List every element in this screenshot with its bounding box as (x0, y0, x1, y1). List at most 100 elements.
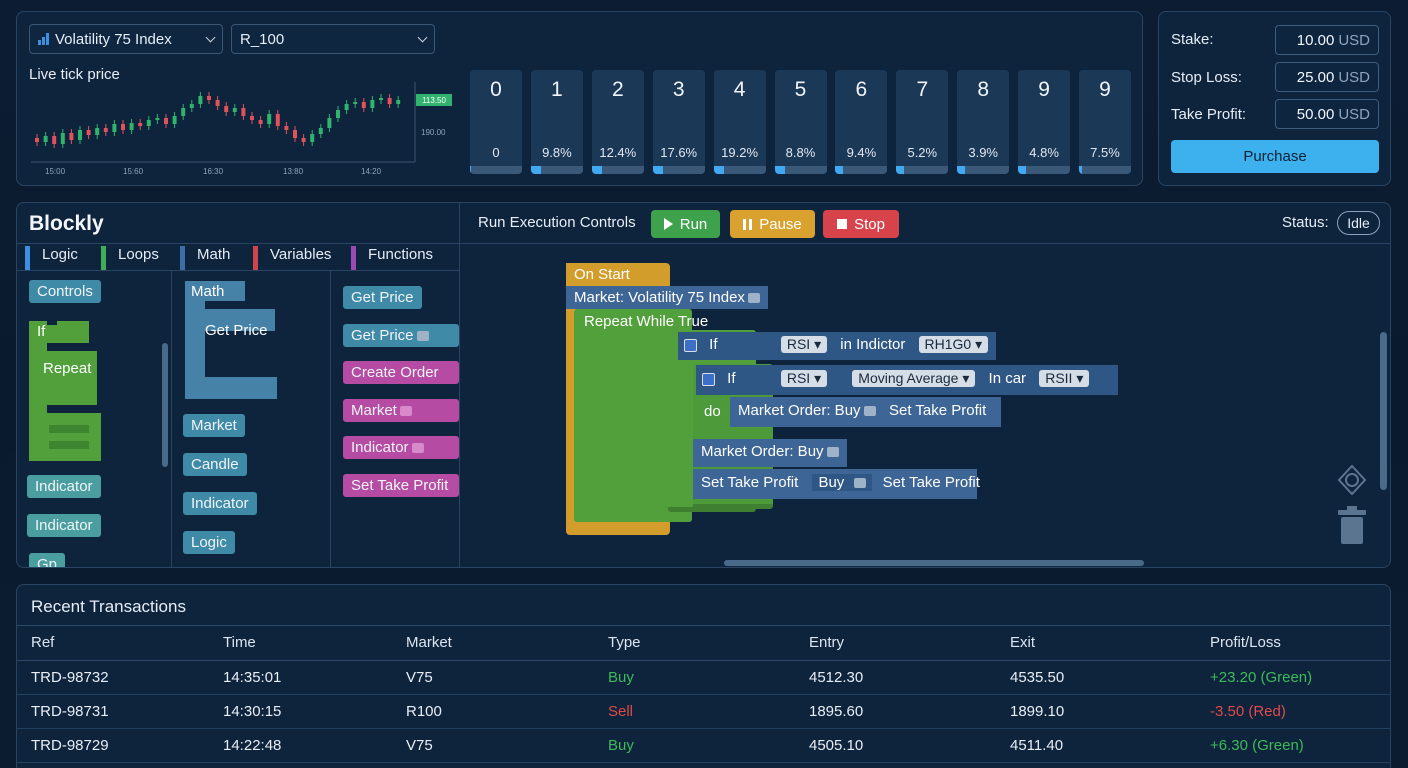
if-condition-row[interactable]: If RSI ▾ in Indictor RH1G0 ▾ (678, 332, 996, 360)
get-price-block[interactable]: Get Price (343, 324, 459, 347)
candle (198, 96, 203, 104)
candle (318, 128, 323, 134)
play-icon (663, 218, 673, 230)
category-logic[interactable]: Logic (25, 246, 78, 270)
col-entry[interactable]: Entry (795, 626, 996, 661)
candle (69, 133, 74, 140)
gp-block[interactable]: Gp (29, 553, 66, 567)
code-selector-value: R_100 (240, 30, 285, 48)
digit-card[interactable]: 9 7.5% (1079, 70, 1131, 174)
cell-ref: TRD-98729 (17, 728, 209, 763)
category-math[interactable]: Math (180, 246, 230, 270)
table-row[interactable]: TRD-98729 14:22:48 V75 Buy 4505.10 4511.… (17, 728, 1390, 763)
digit-bar (530, 166, 583, 174)
take-profit-input[interactable]: 50.00 USD (1275, 99, 1379, 129)
table-row[interactable]: TRD-98732 14:35:01 V75 Buy 4512.30 4535.… (17, 660, 1390, 695)
digit-card[interactable]: 8 3.9% (957, 70, 1010, 174)
digit-bar (1018, 166, 1071, 174)
symbol-selector[interactable]: Volatility 75 Index (29, 24, 223, 54)
stake-input[interactable]: 10.00 USD (1275, 25, 1379, 55)
controls-block[interactable]: Controls (29, 280, 101, 303)
digit-card[interactable]: 5 8.8% (774, 70, 827, 174)
run-button[interactable]: Run (651, 210, 720, 238)
digit-card[interactable]: 3 17.6% (652, 70, 705, 174)
digit-card[interactable]: 1 9.8% (530, 70, 583, 174)
moving-average-dropdown[interactable]: Moving Average ▾ (852, 370, 976, 387)
shield-icon[interactable] (1336, 464, 1368, 496)
col-profit-loss[interactable]: Profit/Loss (1196, 626, 1390, 661)
digit-bar (470, 166, 522, 174)
candle (361, 102, 366, 108)
digit-bar (835, 166, 888, 174)
if-condition-row-2[interactable]: If RSI ▾ Moving Average ▾ In car RSII ▾ (696, 365, 1118, 395)
candle-block[interactable]: Candle (183, 453, 247, 476)
col-time[interactable]: Time (209, 626, 392, 661)
col-type[interactable]: Type (594, 626, 795, 661)
workspace-h-scrollbar[interactable] (724, 560, 1144, 566)
math-block[interactable] (183, 279, 283, 401)
cell-exit: 4511.40 (996, 728, 1196, 763)
buy-field[interactable]: Buy (812, 474, 873, 491)
get-price-block[interactable]: Get Price (343, 286, 422, 309)
table-row[interactable]: TRD-98731 14:30:15 R100 Sell 1895.60 189… (17, 694, 1390, 729)
rh-dropdown[interactable]: RH1G0 ▾ (918, 336, 989, 353)
candle (146, 120, 151, 126)
indicator-block[interactable]: Indicator (183, 492, 257, 515)
indicator-block[interactable]: Indicator (27, 475, 101, 498)
digit-bar (652, 166, 705, 174)
category-loops[interactable]: Loops (101, 246, 159, 270)
rsi-dropdown[interactable]: RSI ▾ (780, 370, 828, 387)
pause-button[interactable]: Pause (730, 210, 815, 238)
digit-percent: 5.2% (907, 145, 938, 160)
market-order-buy-block[interactable]: Market Order: Buy (730, 397, 884, 427)
code-selector[interactable]: R_100 (231, 24, 435, 54)
stop-loss-input[interactable]: 25.00 USD (1275, 62, 1379, 92)
workspace-v-scrollbar[interactable] (1380, 332, 1387, 490)
cell-time: 14:22:48 (209, 728, 392, 763)
rsii-dropdown[interactable]: RSII ▾ (1039, 370, 1090, 387)
workspace[interactable]: On Start Market: Volatility 75 Index Rep… (460, 244, 1390, 567)
set-take-profit-block[interactable]: Set Take Profit (343, 474, 459, 497)
indicator-block[interactable]: Indicator (27, 514, 101, 537)
candle (207, 96, 211, 100)
digit-percent: 9.4% (846, 145, 877, 160)
if-label: If (37, 323, 46, 340)
digit-card[interactable]: 4 19.2% (713, 70, 766, 174)
candle (353, 102, 358, 104)
settings-icon (702, 372, 715, 386)
rsi-dropdown[interactable]: RSI ▾ (780, 336, 828, 353)
market-block[interactable]: Market (343, 399, 459, 422)
trash-icon[interactable] (1336, 506, 1368, 546)
create-order-block[interactable]: Create Order (343, 361, 459, 384)
category-variables[interactable]: Variables (253, 246, 331, 270)
dropdown-icon (399, 406, 412, 417)
flyout-scrollbar[interactable] (162, 343, 168, 467)
stop-button[interactable]: Stop (823, 210, 899, 238)
digit-card[interactable]: 2 12.4% (591, 70, 644, 174)
candle (293, 130, 297, 138)
candle (258, 120, 263, 124)
col-ref[interactable]: Ref (17, 626, 209, 661)
digit-card[interactable]: 6 9.4% (835, 70, 888, 174)
set-take-profit-block[interactable]: Set Take Profit (881, 397, 1001, 427)
market-select-block[interactable]: Market: Volatility 75 Index (566, 286, 768, 309)
digit-card[interactable]: 7 5.2% (896, 70, 949, 174)
cell-entry: 1895.60 (795, 694, 996, 729)
digit-bar-fill (835, 166, 844, 174)
candle (327, 118, 332, 128)
if-repeat-block[interactable] (27, 317, 107, 465)
digit-bar-fill (774, 166, 785, 174)
indicator-block[interactable]: Indicator (343, 436, 459, 459)
col-market[interactable]: Market (392, 626, 594, 661)
market-block[interactable]: Market (183, 414, 245, 437)
category-functions[interactable]: Functions (351, 246, 433, 270)
purchase-button[interactable]: Purchase (1171, 140, 1379, 173)
transactions-table: Ref Time Market Type Entry Exit Profit/L… (17, 626, 1390, 763)
blockly-panel: Blockly Run Execution Controls Run Pause… (16, 202, 1391, 568)
market-order-buy-block[interactable]: Market Order: Buy (693, 439, 847, 467)
digit-card[interactable]: 9 4.8% (1018, 70, 1071, 174)
col-exit[interactable]: Exit (996, 626, 1196, 661)
set-take-profit-row[interactable]: Set Take Profit Buy Set Take Profit (693, 469, 980, 499)
logic-block[interactable]: Logic (183, 531, 235, 554)
